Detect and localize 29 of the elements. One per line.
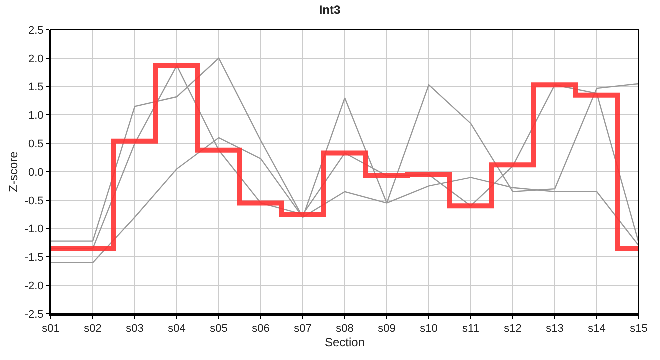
x-tick-label: s13 — [546, 323, 564, 336]
x-tick-label: s03 — [126, 323, 144, 336]
y-tick-label: 1.0 — [28, 110, 44, 122]
x-tick-label: s07 — [294, 323, 312, 336]
y-tick-label: -1.0 — [24, 224, 44, 236]
x-tick-label: s02 — [84, 323, 102, 336]
y-tick-label: -0.5 — [24, 195, 44, 208]
y-tick-label: -2.0 — [24, 280, 44, 292]
y-axis-title: Z-score — [6, 151, 21, 192]
x-tick-label: s14 — [588, 323, 606, 336]
y-tick-label: 2.0 — [28, 53, 44, 66]
y-tick-label: -2.5 — [24, 308, 44, 321]
x-axis-title: Section — [324, 336, 366, 350]
x-tick-label: s09 — [378, 323, 396, 336]
x-tick-label: s08 — [336, 323, 354, 336]
chart-title: Int3 — [319, 2, 341, 17]
x-tick-label: s04 — [168, 323, 186, 336]
x-tick-label: s05 — [210, 323, 228, 336]
x-tick-label: s11 — [462, 323, 480, 336]
y-tick-label: 0.5 — [28, 138, 44, 150]
x-tick-label: s12 — [504, 323, 522, 336]
y-tick-label: -1.5 — [24, 252, 44, 264]
x-tick-label: s15 — [630, 323, 648, 336]
x-tick-label: s10 — [420, 323, 438, 336]
x-tick-label: s01 — [42, 323, 60, 336]
y-tick-label: 0.0 — [28, 166, 44, 179]
y-tick-label: 1.5 — [28, 82, 44, 94]
x-tick-label: s06 — [252, 323, 270, 336]
y-tick-label: 2.5 — [28, 24, 44, 37]
